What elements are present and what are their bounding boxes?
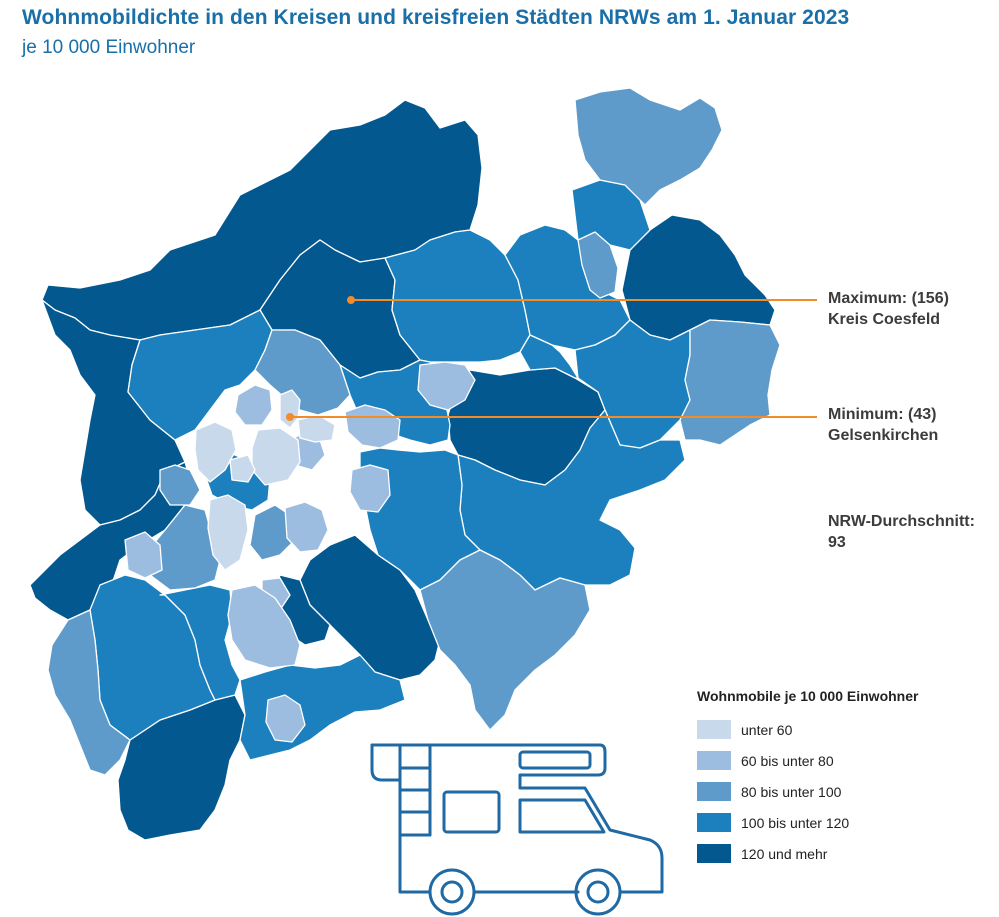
legend-label: 120 und mehr xyxy=(741,845,828,862)
map-title: Wohnmobildichte in den Kreisen und kreis… xyxy=(22,6,850,29)
legend-title: Wohnmobile je 10 000 Einwohner xyxy=(697,688,919,704)
minimum-annotation: Minimum: (43) Gelsenkirchen xyxy=(828,404,938,446)
region-koeln xyxy=(227,584,301,669)
legend-label: 100 bis unter 120 xyxy=(741,814,850,831)
minimum-label: Minimum: (43) xyxy=(828,406,937,423)
legend-item: 120 und mehr xyxy=(697,838,918,869)
region-heinsberg xyxy=(47,609,131,776)
legend-label: unter 60 xyxy=(741,721,793,738)
legend-label: 80 bis unter 100 xyxy=(741,783,842,800)
region-guetersloh xyxy=(519,334,579,379)
camper-van-icon xyxy=(370,743,664,916)
average-label: NRW-Durchschnitt: xyxy=(828,513,975,530)
average-value: 93 xyxy=(828,534,846,551)
maximum-annotation: Maximum: (156) Kreis Coesfeld xyxy=(828,288,949,330)
region-hagen xyxy=(349,464,391,513)
region-krefeld xyxy=(229,454,256,483)
legend-swatch xyxy=(697,720,731,739)
region-minden-luebbecke xyxy=(574,87,723,206)
region-essen xyxy=(251,427,301,486)
region-oberhausen xyxy=(194,421,237,483)
maximum-marker xyxy=(347,296,355,304)
region-hoexter xyxy=(679,319,781,446)
map-subtitle: je 10 000 Einwohner xyxy=(22,37,196,58)
region-bochum-cluster xyxy=(159,464,201,506)
legend-swatch xyxy=(697,782,731,801)
region-gelsenkirchen xyxy=(279,389,301,429)
minimum-marker xyxy=(286,413,294,421)
region-herne xyxy=(297,414,336,443)
maximum-label: Maximum: (156) xyxy=(828,290,949,307)
legend: Wohnmobile je 10 000 Einwohner unter 60 … xyxy=(697,688,918,869)
region-neuss-west xyxy=(124,531,163,579)
legend-item: 60 bis unter 80 xyxy=(697,745,918,776)
legend-swatch xyxy=(697,751,731,770)
average-annotation: NRW-Durchschnitt: 93 xyxy=(828,511,975,553)
region-borken xyxy=(127,309,273,441)
legend-label: 60 bis unter 80 xyxy=(741,752,834,769)
region-duisburg xyxy=(207,494,249,571)
region-bielefeld xyxy=(417,361,476,411)
region-olpe-siegen xyxy=(419,549,591,731)
region-viersen xyxy=(29,461,191,621)
legend-swatch xyxy=(697,844,731,863)
annotation-lines xyxy=(286,296,817,421)
legend-item: 80 bis unter 100 xyxy=(697,776,918,807)
region-bonn xyxy=(265,694,306,743)
region-bottrop-cluster xyxy=(234,384,273,426)
legend-item: 100 bis unter 120 xyxy=(697,807,918,838)
legend-swatch xyxy=(697,813,731,832)
region-dortmund xyxy=(344,404,401,449)
maximum-region-name: Kreis Coesfeld xyxy=(828,311,941,328)
region-wuppertal xyxy=(284,501,329,553)
minimum-region-name: Gelsenkirchen xyxy=(828,427,939,444)
region-herford xyxy=(577,231,619,299)
legend-item: unter 60 xyxy=(697,714,918,745)
region-muelheim xyxy=(249,504,296,561)
region-rhein-erft xyxy=(159,584,241,701)
